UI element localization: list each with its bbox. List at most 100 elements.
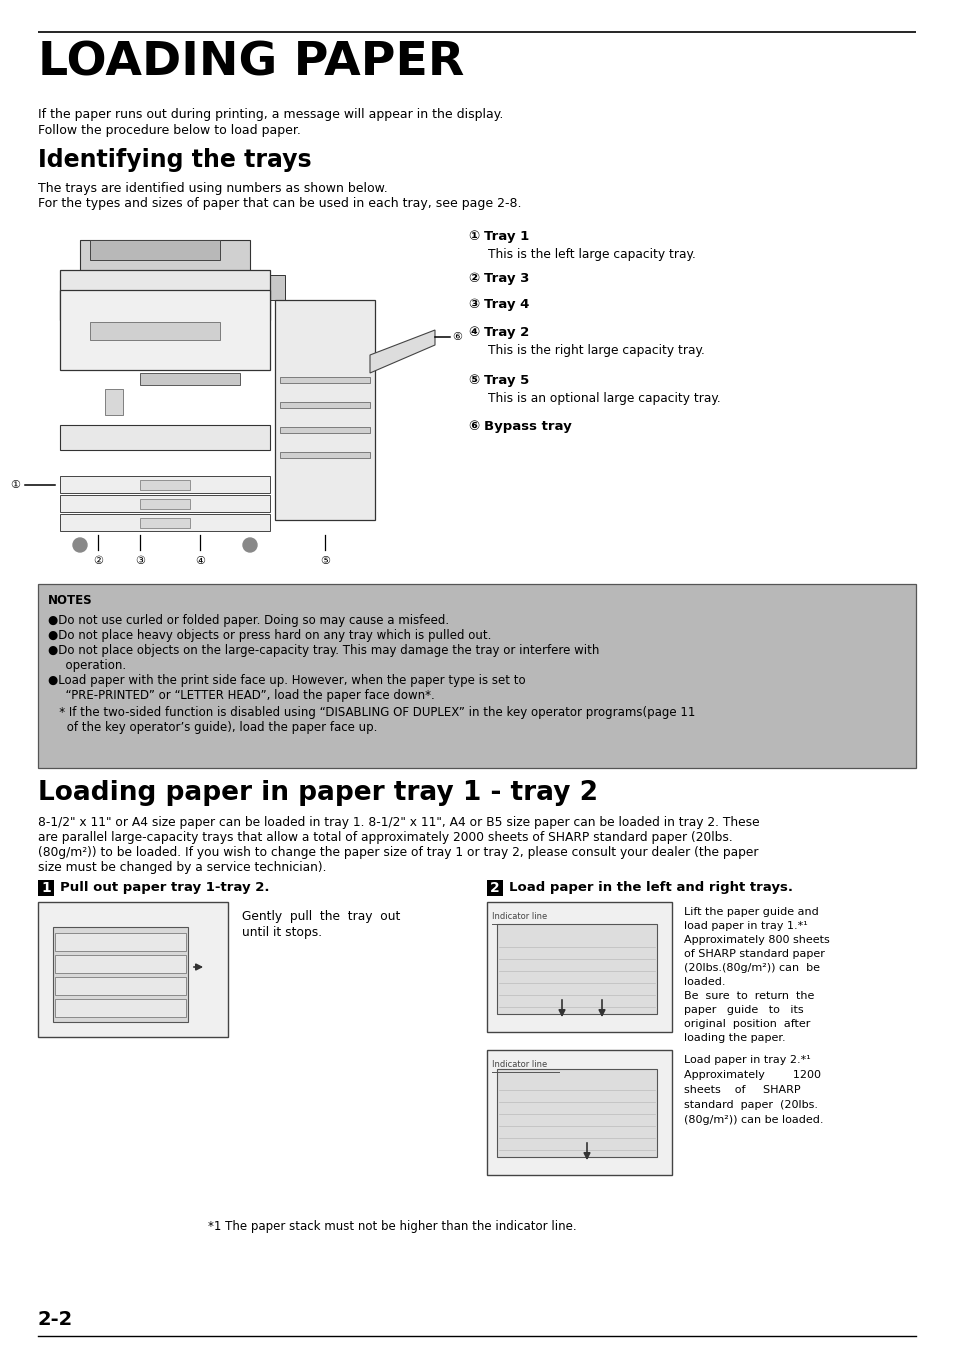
Text: 2-2: 2-2 [38,1310,73,1329]
Text: ④: ④ [194,557,205,566]
Text: ②: ② [92,557,103,566]
Text: ⑥: ⑥ [452,332,461,342]
Text: If the paper runs out during printing, a message will appear in the display.: If the paper runs out during printing, a… [38,108,503,122]
Text: For the types and sizes of paper that can be used in each tray, see page 2-8.: For the types and sizes of paper that ca… [38,197,521,209]
Bar [55,955,186,973]
Text: ⑤: ⑤ [319,557,330,566]
Text: loaded.: loaded. [683,977,724,988]
Text: ●Do not use curled or folded paper. Doing so may cause a misfeed.: ●Do not use curled or folded paper. Doin… [48,613,449,627]
Text: Tray 3: Tray 3 [483,272,529,285]
Text: (80g/m²)) can be loaded.: (80g/m²)) can be loaded. [683,1115,822,1125]
Text: until it stops.: until it stops. [242,925,322,939]
Text: ①: ① [10,480,20,490]
Bar [60,476,270,493]
Text: Loading paper in paper tray 1 - tray 2: Loading paper in paper tray 1 - tray 2 [38,780,598,807]
Bar [280,453,370,458]
Text: ③: ③ [135,557,145,566]
Text: loading the paper.: loading the paper. [683,1034,785,1043]
Bar [140,373,240,385]
Bar [60,270,270,320]
Text: ②: ② [468,272,478,285]
Text: Load paper in tray 2.*¹: Load paper in tray 2.*¹ [683,1055,810,1065]
Text: This is an optional large capacity tray.: This is an optional large capacity tray. [488,392,720,405]
Polygon shape [370,330,435,373]
Text: Follow the procedure below to load paper.: Follow the procedure below to load paper… [38,124,300,136]
Bar [497,1069,657,1156]
Bar [140,499,190,509]
Text: ●Do not place heavy objects or press hard on any tray which is pulled out.: ●Do not place heavy objects or press har… [48,630,491,642]
Text: Gently  pull  the  tray  out: Gently pull the tray out [242,911,400,923]
Text: *1 The paper stack must not be higher than the indicator line.: *1 The paper stack must not be higher th… [208,1220,576,1233]
Text: Approximately        1200: Approximately 1200 [683,1070,821,1079]
Text: ④: ④ [468,326,478,339]
Text: load paper in tray 1.*¹: load paper in tray 1.*¹ [683,921,807,931]
Bar [140,480,190,490]
Text: of SHARP standard paper: of SHARP standard paper [683,948,824,959]
Text: paper   guide   to   its: paper guide to its [683,1005,802,1015]
Bar [80,240,250,276]
Text: (20lbs.(80g/m²)) can  be: (20lbs.(80g/m²)) can be [683,963,820,973]
Text: The trays are identified using numbers as shown below.: The trays are identified using numbers a… [38,182,387,195]
Bar [60,426,270,450]
Text: Tray 1: Tray 1 [483,230,529,243]
Text: ●Do not place objects on the large-capacity tray. This may damage the tray or in: ●Do not place objects on the large-capac… [48,644,598,657]
Bar [214,276,285,300]
Bar [497,924,657,1015]
Text: Be  sure  to  return  the: Be sure to return the [683,992,814,1001]
Text: Tray 4: Tray 4 [483,299,529,311]
Text: ①: ① [468,230,478,243]
Text: “PRE-PRINTED” or “LETTER HEAD”, load the paper face down*.: “PRE-PRINTED” or “LETTER HEAD”, load the… [58,689,435,703]
Text: 8-1/2" x 11" or A4 size paper can be loaded in tray 1. 8-1/2" x 11", A4 or B5 si: 8-1/2" x 11" or A4 size paper can be loa… [38,816,759,830]
Text: Indicator line: Indicator line [492,912,547,921]
Bar [38,584,915,767]
Text: NOTES: NOTES [48,594,92,607]
Text: (80g/m²)) to be loaded. If you wish to change the paper size of tray 1 or tray 2: (80g/m²)) to be loaded. If you wish to c… [38,846,758,859]
Text: Lift the paper guide and: Lift the paper guide and [683,907,818,917]
Bar [105,389,123,415]
Bar [53,927,188,1021]
Bar [60,513,270,531]
Bar [55,998,186,1017]
Text: sheets    of     SHARP: sheets of SHARP [683,1085,800,1096]
Bar [38,902,228,1038]
Bar [60,290,270,370]
Bar [486,902,671,1032]
Bar [280,403,370,408]
Text: are parallel large-capacity trays that allow a total of approximately 2000 sheet: are parallel large-capacity trays that a… [38,831,732,844]
Text: 2: 2 [490,881,499,894]
Text: ⑤: ⑤ [468,374,478,386]
Text: ③: ③ [468,299,478,311]
Text: ⑥: ⑥ [468,420,478,434]
Text: ●Load paper with the print side face up. However, when the paper type is set to: ●Load paper with the print side face up.… [48,674,525,688]
Text: Approximately 800 sheets: Approximately 800 sheets [683,935,829,944]
Text: Tray 2: Tray 2 [483,326,529,339]
Text: Tray 5: Tray 5 [483,374,529,386]
Text: operation.: operation. [58,659,126,671]
Bar [90,240,220,259]
Circle shape [73,538,87,553]
Text: Identifying the trays: Identifying the trays [38,149,312,172]
Bar [60,494,270,512]
Text: Pull out paper tray 1-tray 2.: Pull out paper tray 1-tray 2. [60,881,269,894]
Bar [140,517,190,528]
Bar [280,427,370,434]
Text: Indicator line: Indicator line [492,1061,547,1069]
Bar [486,1050,671,1175]
Text: This is the left large capacity tray.: This is the left large capacity tray. [488,249,695,261]
Bar [55,934,186,951]
Text: LOADING PAPER: LOADING PAPER [38,41,464,85]
Text: 1: 1 [41,881,51,894]
Text: Bypass tray: Bypass tray [483,420,571,434]
Text: standard  paper  (20lbs.: standard paper (20lbs. [683,1100,817,1111]
Bar [55,977,186,994]
Bar [90,322,220,340]
Text: This is the right large capacity tray.: This is the right large capacity tray. [488,345,704,357]
Bar [280,377,370,382]
Circle shape [243,538,256,553]
Bar [274,300,375,520]
Text: size must be changed by a service technician).: size must be changed by a service techni… [38,861,326,874]
Text: original  position  after: original position after [683,1019,809,1029]
Text: * If the two-sided function is disabled using “DISABLING OF DUPLEX” in the key o: * If the two-sided function is disabled … [48,707,695,734]
Bar [38,880,54,896]
Bar [486,880,502,896]
